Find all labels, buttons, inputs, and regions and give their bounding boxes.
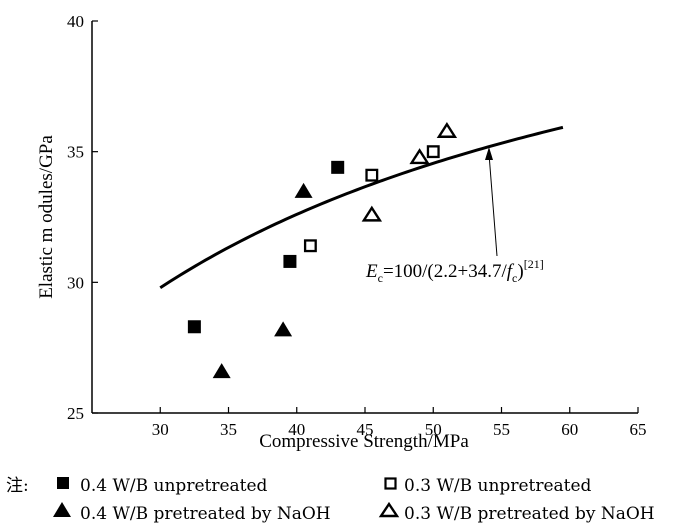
marker-filled-square (283, 254, 297, 268)
formula-f: f (507, 261, 515, 282)
y-ticks: 25 30 35 40 (67, 12, 98, 423)
annotation-arrow-line (488, 153, 498, 257)
x-tick-label: 35 (220, 420, 237, 439)
formula-close: ) (517, 261, 523, 282)
fit-formula-label: Ec=100/(2.2+34.7/fc)[21] (365, 257, 544, 285)
marker-open-triangle (436, 122, 458, 138)
fit-curve-line (159, 125, 564, 290)
x-tick-label: 30 (152, 420, 169, 439)
legend-item-1: 0.3 W/B unpretreated (384, 476, 592, 496)
x-ticks: 30 35 40 45 50 55 60 65 (152, 407, 647, 439)
y-tick-label: 40 (67, 12, 84, 31)
marker-open-square (303, 239, 317, 253)
legend-item-label: 0.3 W/B unpretreated (404, 476, 592, 496)
y-axis-title: Elastic m odules/GPa (36, 135, 57, 299)
annotation-arrowhead-icon (485, 147, 493, 160)
x-tick-label: 55 (493, 420, 510, 439)
x-tick-label: 60 (561, 420, 578, 439)
marker-filled-square (331, 160, 345, 174)
formula-sub-c1: c (378, 271, 383, 285)
x-tick-label: 45 (357, 420, 374, 439)
marker-filled-triangle (274, 321, 293, 337)
x-tick-label: 65 (630, 420, 647, 439)
legend-item-2: 0.4 W/B pretreated by NaOH (53, 502, 331, 524)
x-tick-label: 40 (288, 420, 305, 439)
legend-marker-open-triangle (378, 501, 400, 518)
legend-note-label: 注: (6, 476, 29, 496)
legend-item-label: 0.4 W/B pretreated by NaOH (80, 504, 331, 524)
marker-filled-triangle (294, 182, 313, 198)
formula-sub-c2: c (512, 271, 517, 285)
legend-marker-filled-square (57, 477, 69, 489)
marker-open-square (426, 145, 440, 159)
y-tick-label: 30 (67, 273, 84, 292)
legend-item-label: 0.3 W/B pretreated by NaOH (404, 504, 655, 524)
legend-marker-filled-triangle (53, 502, 71, 517)
legend-item-3: 0.3 W/B pretreated by NaOH (378, 501, 655, 524)
x-axis-title: Compressive Strength/MPa (259, 431, 469, 452)
data-markers (187, 122, 458, 379)
marker-open-square (365, 168, 379, 182)
legend-item-0: 0.4 W/B unpretreated (57, 476, 268, 496)
marker-open-triangle (361, 205, 383, 222)
y-tick-label: 25 (67, 404, 84, 423)
y-tick-label: 35 (67, 143, 84, 162)
legend-marker-open-square (384, 477, 397, 490)
formula-mid: =100/(2.2+34.7/ (383, 261, 508, 282)
marker-open-triangle (409, 148, 430, 165)
x-tick-label: 50 (425, 420, 442, 439)
formula-ref: [21] (524, 257, 544, 271)
legend-item-label: 0.4 W/B unpretreated (80, 476, 268, 496)
formula-e: E (365, 261, 378, 282)
legend: 注: 0.4 W/B unpretreated 0.3 W/B unpretre… (6, 476, 655, 524)
marker-filled-square (187, 320, 201, 334)
marker-filled-triangle (212, 363, 231, 379)
